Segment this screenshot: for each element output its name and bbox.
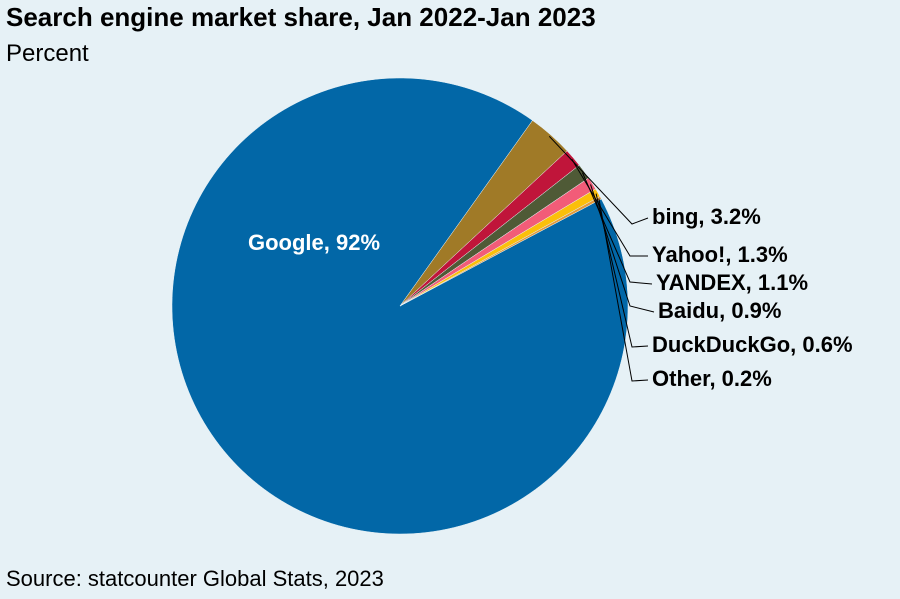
slice-labels: Google, 92% bing, 3.2% Yahoo!, 1.3% YANDEX,… xyxy=(248,204,853,391)
chart-subtitle: Percent xyxy=(6,40,89,67)
slice-label-duckduckgo: DuckDuckGo, 0.6% xyxy=(652,332,853,357)
slice-label-yandex: YANDEX, 1.1% xyxy=(656,270,808,295)
slice-label-baidu: Baidu, 0.9% xyxy=(658,298,781,323)
label-leader-lines xyxy=(548,135,655,382)
leader-line-bing xyxy=(548,135,649,225)
slice-label-other: Other, 0.2% xyxy=(652,366,772,391)
leader-line-yahoo- xyxy=(571,158,648,257)
slice-label-yahoo-: Yahoo!, 1.3% xyxy=(652,242,788,267)
source-note: Source: statcounter Global Stats, 2023 xyxy=(6,566,384,591)
chart-title: Search engine market share, Jan 2022-Jan… xyxy=(6,2,596,32)
slice-label-bing: bing, 3.2% xyxy=(652,204,761,229)
pie-slice-other xyxy=(399,196,602,307)
pie-slices xyxy=(171,77,629,535)
slice-label-google: Google, 92% xyxy=(248,230,380,255)
leader-line-duckduckgo xyxy=(595,193,649,348)
leader-line-other xyxy=(598,198,649,382)
